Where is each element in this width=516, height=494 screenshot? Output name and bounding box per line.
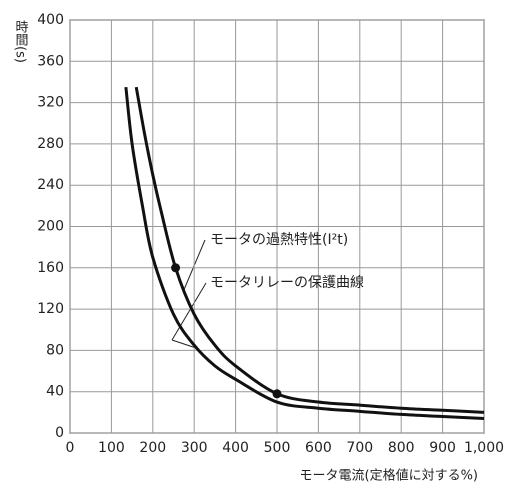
x-tick-label: 700 [346, 440, 373, 456]
y-tick-label: 160 [37, 260, 64, 276]
y-tick-label: 320 [37, 95, 64, 111]
x-tick-label: 900 [429, 440, 456, 456]
y-tick-label: 240 [37, 177, 64, 193]
leader-line [171, 282, 207, 341]
y-tick-label: 360 [37, 53, 64, 69]
x-tick-label: 800 [388, 440, 415, 456]
annotation: モータリレーの保護曲線 [210, 275, 364, 291]
y-tick-label: 40 [46, 384, 64, 400]
y-tick-label: 0 [55, 425, 64, 441]
x-tick-label: 200 [139, 440, 166, 456]
marker [171, 263, 181, 273]
x-axis-label: モータ電流(定格値に対する%) [300, 468, 479, 484]
x-tick-label: 500 [264, 440, 291, 456]
y-tick-label: 80 [46, 342, 64, 358]
x-tick-label: 400 [222, 440, 249, 456]
curve [134, 86, 485, 414]
y-tick-label: 200 [37, 219, 64, 235]
x-tick-label: 100 [98, 440, 125, 456]
x-tick-label: 1,000 [464, 440, 504, 456]
leader-line [171, 339, 197, 349]
x-tick-label: 600 [305, 440, 332, 456]
y-tick-label: 120 [37, 301, 64, 317]
x-tick-label: 0 [66, 440, 75, 456]
y-axis-label: 時間(s) [13, 20, 29, 63]
y-tick-label: 280 [37, 136, 64, 152]
x-tick-label: 300 [181, 440, 208, 456]
curve [124, 86, 485, 421]
marker [272, 389, 282, 399]
annotation: モータの過熱特性(I²t) [210, 232, 348, 248]
y-tick-label: 400 [37, 12, 64, 28]
